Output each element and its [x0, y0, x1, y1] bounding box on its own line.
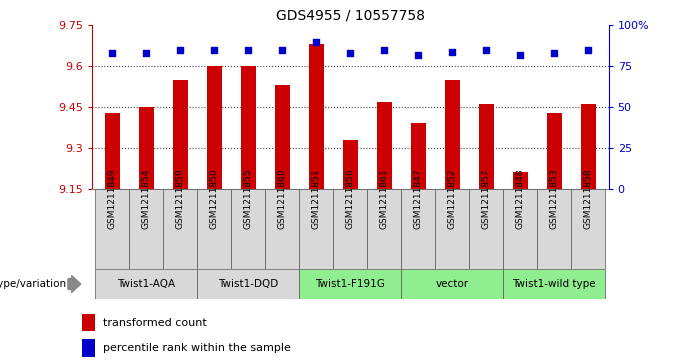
Text: GSM1211853: GSM1211853 — [549, 168, 559, 229]
Bar — [503, 269, 605, 299]
Bar — [479, 105, 494, 189]
Point — [515, 52, 526, 58]
Text: GSM1211850: GSM1211850 — [209, 168, 219, 229]
Bar — [163, 189, 197, 269]
Bar — [333, 189, 367, 269]
Bar — [207, 66, 222, 189]
Bar — [343, 140, 358, 189]
Bar — [513, 172, 528, 189]
Bar — [299, 269, 401, 299]
Point — [345, 50, 356, 56]
Text: GSM1211847: GSM1211847 — [413, 168, 423, 229]
Title: GDS4955 / 10557758: GDS4955 / 10557758 — [275, 9, 425, 23]
Point — [379, 47, 390, 53]
Bar — [401, 189, 435, 269]
Text: GSM1211848: GSM1211848 — [515, 168, 525, 229]
Text: GSM1211858: GSM1211858 — [583, 168, 593, 229]
Point — [549, 50, 560, 56]
Point — [413, 52, 424, 58]
Text: GSM1211849: GSM1211849 — [107, 168, 117, 229]
Text: Twist1-F191G: Twist1-F191G — [316, 279, 385, 289]
Bar — [265, 189, 299, 269]
Text: Twist1-DQD: Twist1-DQD — [218, 279, 278, 289]
Bar — [445, 80, 460, 189]
Text: GSM1211857: GSM1211857 — [481, 168, 491, 229]
Bar — [95, 269, 197, 299]
Point — [583, 47, 594, 53]
Text: Twist1-AQA: Twist1-AQA — [117, 279, 175, 289]
Bar — [197, 189, 231, 269]
Text: GSM1211851: GSM1211851 — [311, 168, 321, 229]
Bar — [309, 45, 324, 189]
Bar — [197, 269, 299, 299]
Bar — [469, 189, 503, 269]
Bar — [435, 189, 469, 269]
Text: percentile rank within the sample: percentile rank within the sample — [103, 343, 290, 353]
Text: vector: vector — [436, 279, 469, 289]
Text: GSM1211852: GSM1211852 — [447, 168, 457, 229]
Point — [175, 47, 186, 53]
Bar — [129, 189, 163, 269]
Bar — [377, 102, 392, 189]
Text: GSM1211859: GSM1211859 — [175, 168, 185, 229]
Bar — [503, 189, 537, 269]
Point — [107, 50, 118, 56]
Point — [141, 50, 152, 56]
Text: transformed count: transformed count — [103, 318, 207, 327]
Point — [311, 39, 322, 45]
Bar — [82, 314, 95, 331]
Text: Twist1-wild type: Twist1-wild type — [513, 279, 596, 289]
Point — [481, 47, 492, 53]
Bar — [105, 113, 120, 189]
Bar — [401, 269, 503, 299]
Bar — [82, 339, 95, 357]
Bar — [581, 105, 596, 189]
Bar — [275, 85, 290, 189]
Bar — [537, 189, 571, 269]
Point — [243, 47, 254, 53]
Text: GSM1211861: GSM1211861 — [379, 168, 389, 229]
Bar — [241, 66, 256, 189]
FancyArrow shape — [68, 276, 81, 293]
Bar — [231, 189, 265, 269]
Bar — [411, 123, 426, 189]
Point — [209, 47, 220, 53]
Bar — [367, 189, 401, 269]
Text: GSM1211854: GSM1211854 — [141, 168, 151, 229]
Text: genotype/variation: genotype/variation — [0, 279, 66, 289]
Bar — [571, 189, 605, 269]
Bar — [139, 107, 154, 189]
Bar — [95, 189, 129, 269]
Bar — [299, 189, 333, 269]
Point — [447, 49, 458, 54]
Bar — [547, 113, 562, 189]
Text: GSM1211856: GSM1211856 — [345, 168, 355, 229]
Text: GSM1211860: GSM1211860 — [277, 168, 287, 229]
Text: GSM1211855: GSM1211855 — [243, 168, 253, 229]
Point — [277, 47, 288, 53]
Bar — [173, 80, 188, 189]
